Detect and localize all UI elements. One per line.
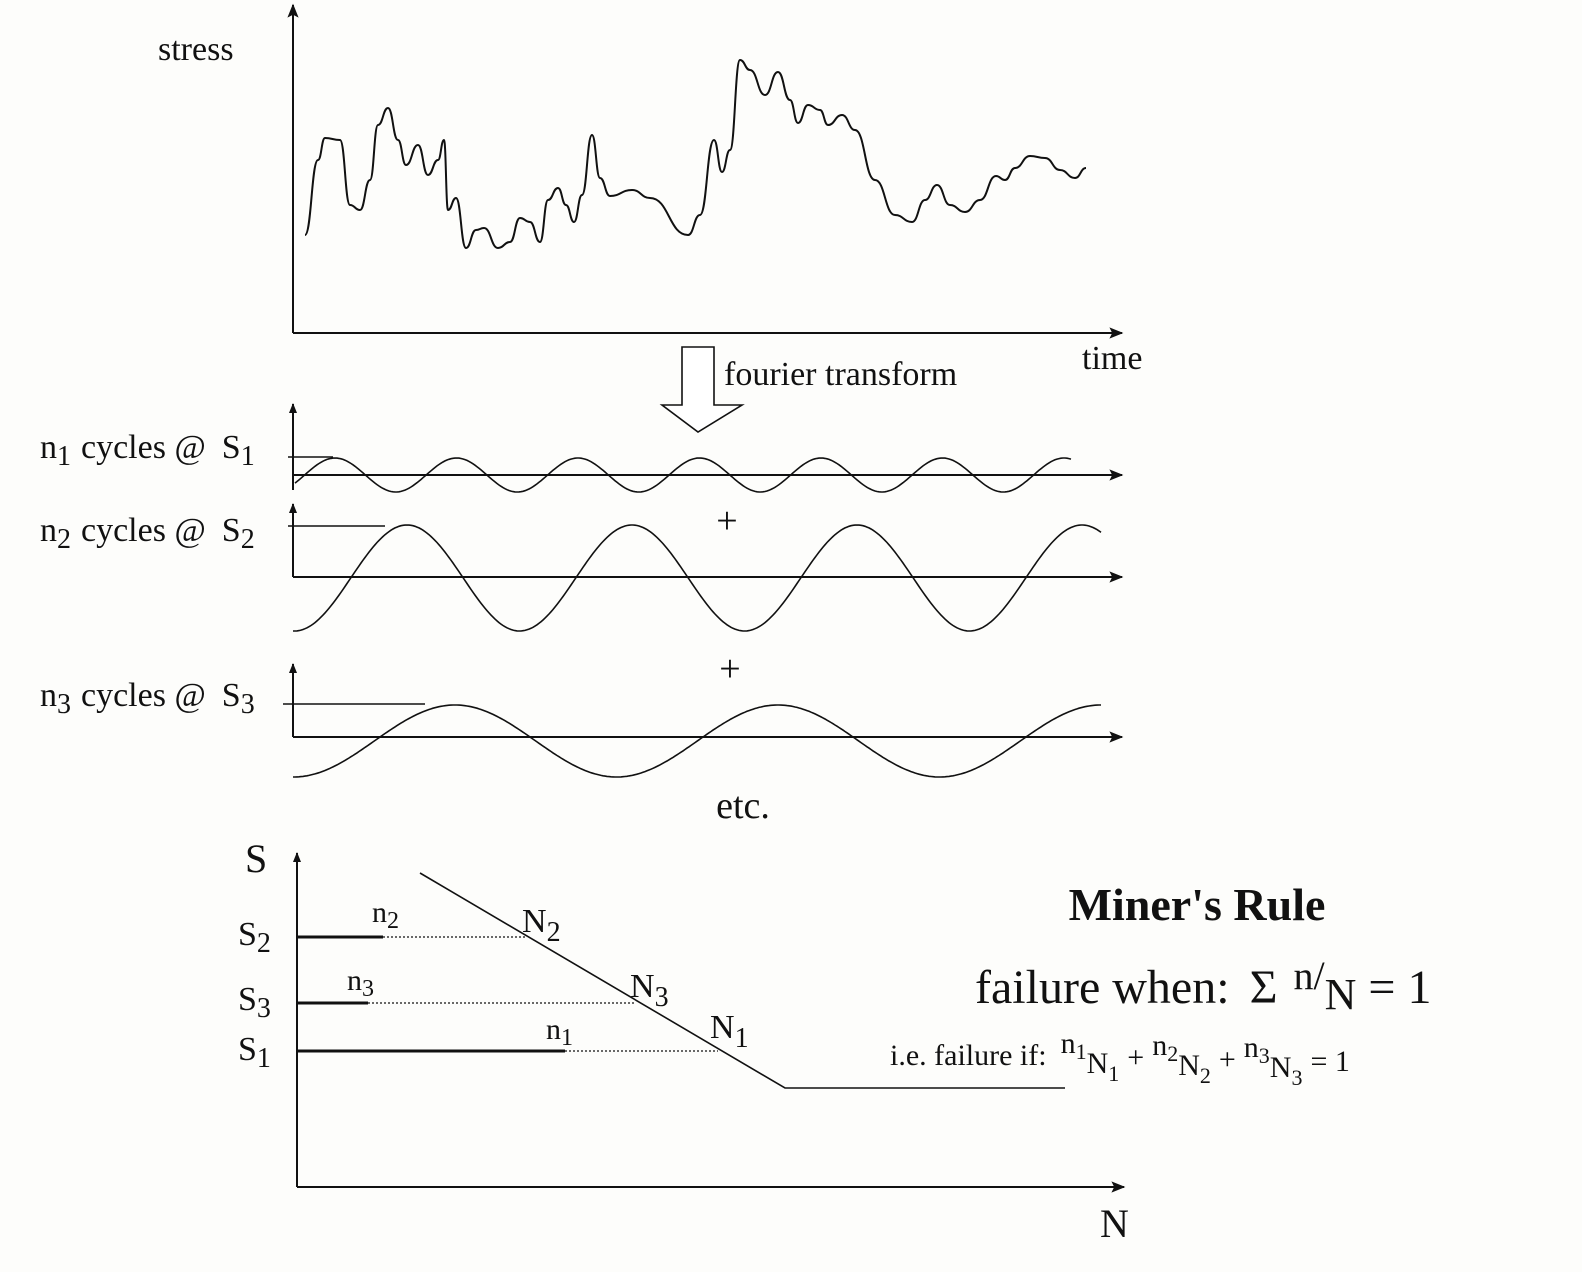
life-label-part: N — [522, 903, 547, 940]
rule-expanded-part: + — [1127, 1041, 1144, 1074]
transform-label: fourier transform — [724, 356, 957, 393]
rule-expanded-part: N — [1178, 1049, 1200, 1082]
life-label-part: 2 — [547, 917, 561, 948]
rule-expanded-part: 2 — [1167, 1041, 1178, 1066]
stress-level: S2 — [238, 916, 271, 959]
rule-criterion-part: = 1 — [1368, 961, 1431, 1014]
rule-expanded-part: 3 — [1291, 1065, 1302, 1090]
sine-wave — [293, 524, 1102, 632]
applied-cycles-label-part: 2 — [387, 908, 399, 934]
stress-level-part: S — [238, 1031, 257, 1068]
continuation-part: etc. — [716, 785, 770, 827]
stress-level-part: 2 — [257, 928, 271, 959]
operator-part: + — [719, 648, 740, 690]
life-label-part: 1 — [735, 1023, 749, 1054]
component-label-part: n — [40, 677, 57, 714]
applied-cycles-label: n3 — [347, 964, 374, 1002]
rule-expanded: i.e. failure if: n1N1 + n2N2 + n3N3 = 1 — [890, 1027, 1350, 1090]
applied-cycles-label-part: n — [372, 896, 387, 929]
continuation: etc. — [716, 785, 770, 827]
life-label-part: 3 — [655, 982, 669, 1013]
stress-level-part: S — [238, 981, 257, 1018]
y-label-part: stress — [158, 31, 234, 68]
component-label-part: 3 — [241, 689, 255, 720]
transform-label-part: fourier transform — [724, 356, 957, 393]
rule-expanded-part: 3 — [1259, 1043, 1270, 1068]
rule-expanded-part: i.e. failure if: — [890, 1039, 1047, 1072]
component-label-part: cycles @ — [81, 512, 206, 549]
component-label-part: 3 — [57, 689, 71, 720]
life-label: N3 — [630, 968, 669, 1013]
rule-expanded-part: 1 — [1076, 1039, 1087, 1064]
rule-expanded-part: 2 — [1200, 1063, 1211, 1088]
component-label-part: S — [222, 429, 241, 466]
stress-level-part: S — [238, 916, 257, 953]
rule-criterion-part: failure when: — [975, 961, 1230, 1014]
rule-expanded-part: n — [1152, 1029, 1167, 1062]
rule-criterion-part: Σ — [1250, 961, 1278, 1014]
sn-curve — [419, 872, 1065, 1089]
applied-cycles-label-part: n — [347, 964, 362, 997]
rule-expanded-part: = 1 — [1310, 1045, 1349, 1078]
rule-title: Miner's Rule — [1069, 879, 1326, 930]
component-label-part: S — [222, 677, 241, 714]
x-label: time — [1082, 340, 1142, 377]
stress-level: S3 — [238, 981, 271, 1024]
life-label: N1 — [710, 1009, 749, 1054]
rule-criterion-part: N — [1325, 970, 1357, 1019]
component-label-part: 1 — [241, 441, 255, 472]
component-label-part: 2 — [241, 524, 255, 555]
sine-wave — [294, 457, 1072, 493]
rule-criterion-part: n — [1294, 953, 1314, 998]
life-label-part: N — [630, 968, 655, 1005]
applied-cycles-label-part: n — [546, 1013, 561, 1046]
operator: + — [719, 648, 740, 690]
stress-level: S1 — [238, 1031, 271, 1074]
component-label-part: 1 — [57, 441, 71, 472]
stress-level-part: 1 — [257, 1043, 271, 1074]
component-label: n3 cycles @ S3 — [40, 677, 255, 720]
rule-expanded-part: n — [1061, 1027, 1076, 1060]
component-label: n2 cycles @ S2 — [40, 512, 255, 555]
component-label-part: 2 — [57, 524, 71, 555]
stress-level-part: 3 — [257, 993, 271, 1024]
applied-cycles-label: n2 — [372, 896, 399, 934]
applied-cycles-label: n1 — [546, 1013, 573, 1051]
transform-arrow — [659, 346, 745, 433]
x-label: N — [1100, 1201, 1129, 1246]
applied-cycles-label-part: 3 — [362, 976, 374, 1002]
rule-criterion-part: / — [1314, 953, 1326, 998]
component-label-part: n — [40, 512, 57, 549]
x-label-part: time — [1082, 340, 1142, 377]
rule-expanded-part: + — [1219, 1043, 1236, 1076]
operator: + — [716, 500, 737, 542]
x-label-part: N — [1100, 1201, 1129, 1246]
component-label-part: cycles @ — [81, 429, 206, 466]
sine-wave — [293, 704, 1101, 778]
life-label: N2 — [522, 903, 561, 948]
component-label-part: cycles @ — [81, 677, 206, 714]
stress-history — [304, 58, 1087, 250]
life-label-part: N — [710, 1009, 735, 1046]
y-label: stress — [158, 31, 234, 68]
applied-cycles-label-part: 1 — [561, 1025, 573, 1051]
rule-expanded-part: n — [1244, 1031, 1259, 1064]
rule-expanded-part: N — [1087, 1047, 1109, 1080]
y-label: S — [245, 836, 267, 881]
component-label-part: S — [222, 512, 241, 549]
component-label-part: n — [40, 429, 57, 466]
y-label-part: S — [245, 836, 267, 881]
component-label: n1 cycles @ S1 — [40, 429, 255, 472]
rule-expanded-part: 1 — [1108, 1061, 1119, 1086]
rule-expanded-part: N — [1270, 1051, 1292, 1084]
rule-title-part: Miner's Rule — [1069, 879, 1326, 930]
operator-part: + — [716, 500, 737, 542]
